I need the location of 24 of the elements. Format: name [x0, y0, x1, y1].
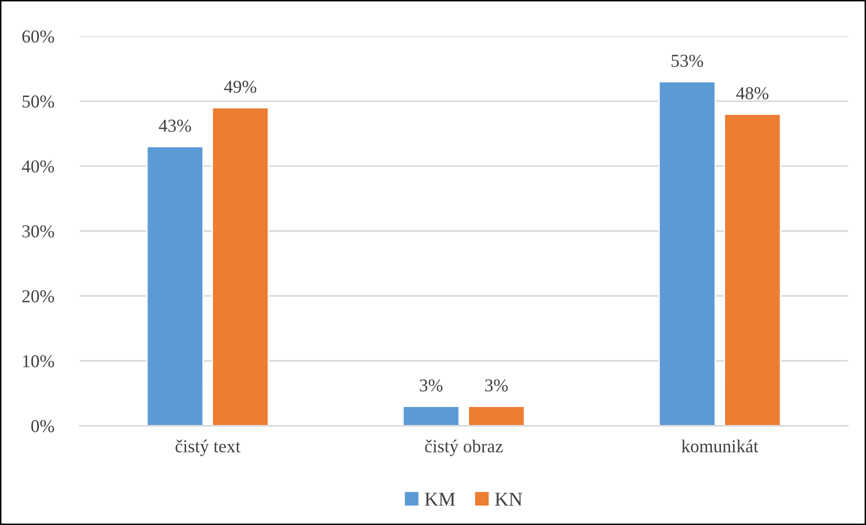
data-label: 3%	[420, 379, 443, 392]
data-label: 43%	[158, 120, 191, 132]
y-tick-label: 60%	[22, 30, 54, 43]
legend-label: KN	[495, 492, 522, 506]
bar	[468, 406, 526, 426]
x-tick-label: komunikát	[682, 440, 758, 452]
bar	[658, 80, 716, 426]
y-tick-label: 40%	[22, 160, 54, 173]
data-label: 3%	[485, 379, 508, 392]
x-tick-label: čistý text	[176, 440, 240, 456]
bar	[146, 146, 204, 426]
x-tick-label: čistý obraz	[425, 440, 503, 456]
bar	[212, 106, 270, 426]
y-tick-label: 30%	[22, 225, 54, 238]
bar	[724, 113, 782, 426]
y-tick-label: 0%	[31, 420, 54, 432]
data-label: 48%	[736, 87, 768, 100]
y-tick-label: 10%	[23, 355, 54, 368]
legend-label: KM	[424, 492, 456, 506]
y-tick-label: 20%	[22, 290, 54, 302]
data-label: 53%	[672, 54, 704, 67]
y-tick-label: 50%	[22, 95, 54, 108]
data-label: 49%	[224, 80, 256, 93]
bar	[402, 406, 460, 426]
